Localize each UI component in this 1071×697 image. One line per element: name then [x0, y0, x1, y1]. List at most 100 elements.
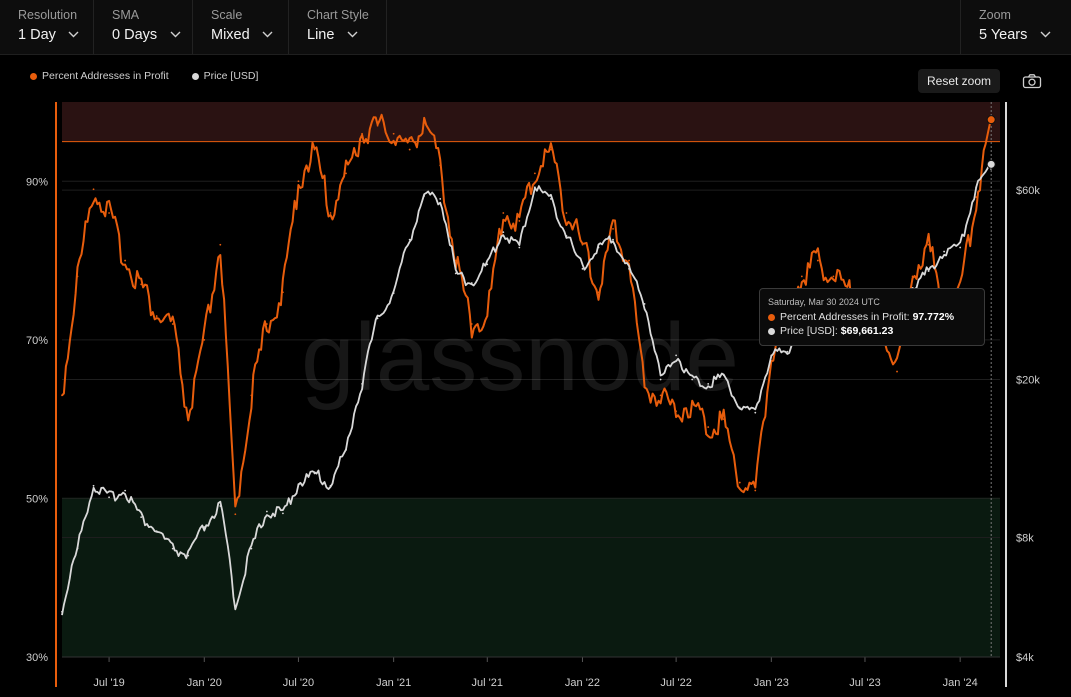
point-profit: [219, 243, 222, 246]
point-profit: [124, 259, 127, 262]
x-tick-label: Jan '24: [943, 677, 978, 689]
point-profit: [816, 259, 819, 262]
left-tick-label: 70%: [26, 335, 48, 347]
point-profit: [392, 132, 395, 135]
point-profit: [533, 172, 536, 175]
x-tick-label: Jan '23: [754, 677, 789, 689]
point-price: [250, 547, 253, 550]
point-price: [297, 483, 300, 486]
point-profit: [800, 275, 803, 278]
point-price: [313, 472, 316, 475]
tooltip-swatch-profit: [768, 313, 775, 321]
point-profit: [707, 426, 710, 428]
point-price: [203, 526, 206, 528]
point-price: [439, 198, 442, 200]
scale-label: Scale: [211, 8, 243, 22]
point-price: [124, 489, 127, 492]
point-price: [786, 350, 789, 353]
point-profit: [76, 275, 79, 278]
point-profit: [140, 283, 143, 286]
legend-label-price: Price [USD]: [203, 70, 259, 82]
point-price: [187, 554, 190, 557]
point-profit: [155, 315, 158, 317]
point-profit: [975, 196, 978, 199]
right-tick-label: $60k: [1016, 185, 1040, 197]
point-price: [234, 607, 237, 610]
point-price: [659, 378, 662, 381]
point-price: [155, 530, 158, 533]
chart-style-dropdown[interactable]: Chart Style Line: [289, 0, 387, 54]
point-profit: [738, 481, 741, 484]
point-price: [533, 186, 536, 189]
point-price: [597, 246, 600, 249]
x-tick-label: Jan '20: [187, 677, 222, 689]
point-profit: [92, 188, 95, 191]
tooltip-row-profit: Percent Addresses in Profit: 97.772%: [768, 311, 976, 323]
chevron-down-icon: [347, 31, 358, 38]
sma-value: 0 Days: [112, 27, 158, 43]
legend-item-price[interactable]: Price [USD]: [191, 70, 259, 82]
resolution-dropdown[interactable]: Resolution 1 Day: [0, 0, 94, 54]
point-profit: [502, 212, 505, 214]
point-profit: [282, 291, 284, 294]
point-price: [550, 198, 552, 200]
right-tick-label: $8k: [1016, 532, 1034, 544]
point-profit: [691, 402, 694, 405]
point-profit: [265, 323, 268, 325]
tooltip-price-label: Price [USD]:: [780, 325, 838, 337]
point-price: [486, 263, 489, 266]
point-profit: [187, 418, 190, 421]
point-profit: [439, 164, 442, 167]
point-profit: [234, 513, 237, 516]
scale-value: Mixed: [211, 27, 250, 43]
zoom-dropdown[interactable]: Zoom 5 Years: [960, 0, 1064, 54]
point-profit: [754, 489, 757, 492]
point-profit: [297, 180, 300, 183]
point-price: [502, 231, 505, 234]
x-tick-label: Jul '21: [472, 677, 503, 689]
point-price: [76, 547, 79, 550]
point-profit: [675, 410, 678, 413]
point-profit: [61, 394, 63, 397]
point-price: [581, 267, 584, 270]
point-profit: [628, 259, 630, 262]
reset-zoom-button[interactable]: Reset zoom: [918, 69, 1000, 93]
point-profit: [171, 323, 174, 325]
chart-area[interactable]: glassnode 30%50%70%90%$4k$8k$20k$60kJul …: [0, 100, 1071, 697]
tooltip-date: Saturday, Mar 30 2024 UTC: [768, 297, 880, 307]
x-tick-label: Jul '23: [849, 677, 880, 689]
chevron-down-icon: [262, 31, 273, 38]
point-price: [282, 512, 284, 515]
sma-label: SMA: [112, 8, 140, 22]
point-price: [628, 267, 630, 270]
point-profit: [832, 275, 835, 278]
point-profit: [643, 386, 646, 389]
point-profit: [722, 418, 725, 421]
point-price: [454, 272, 457, 275]
point-profit: [329, 212, 332, 214]
left-tick-label: 50%: [26, 493, 48, 505]
chart-toolbar: Resolution 1 Day SMA 0 Days Scale Mixed …: [0, 0, 1071, 55]
resolution-value: 1 Day: [18, 27, 56, 43]
point-profit: [313, 148, 316, 151]
point-price: [518, 246, 521, 249]
chart-legend: Percent Addresses in Profit Price [USD]: [30, 70, 278, 83]
point-profit: [911, 275, 914, 278]
chevron-down-icon: [68, 31, 79, 38]
point-price: [219, 505, 222, 507]
point-price: [612, 238, 614, 241]
point-price: [392, 292, 395, 295]
tooltip-profit-label: Percent Addresses in Profit:: [780, 311, 910, 323]
legend-item-profit[interactable]: Percent Addresses in Profit: [30, 70, 169, 82]
scale-dropdown[interactable]: Scale Mixed: [193, 0, 289, 54]
point-profit: [250, 394, 253, 397]
camera-icon[interactable]: [1022, 73, 1042, 89]
point-profit: [108, 212, 110, 214]
sma-dropdown[interactable]: SMA 0 Days: [94, 0, 193, 54]
point-price: [959, 246, 962, 249]
point-profit: [203, 338, 206, 341]
chart-tooltip: Saturday, Mar 30 2024 UTC Percent Addres…: [759, 288, 985, 346]
point-profit: [376, 124, 379, 127]
point-profit: [612, 227, 614, 230]
x-tick-label: Jul '20: [283, 677, 314, 689]
